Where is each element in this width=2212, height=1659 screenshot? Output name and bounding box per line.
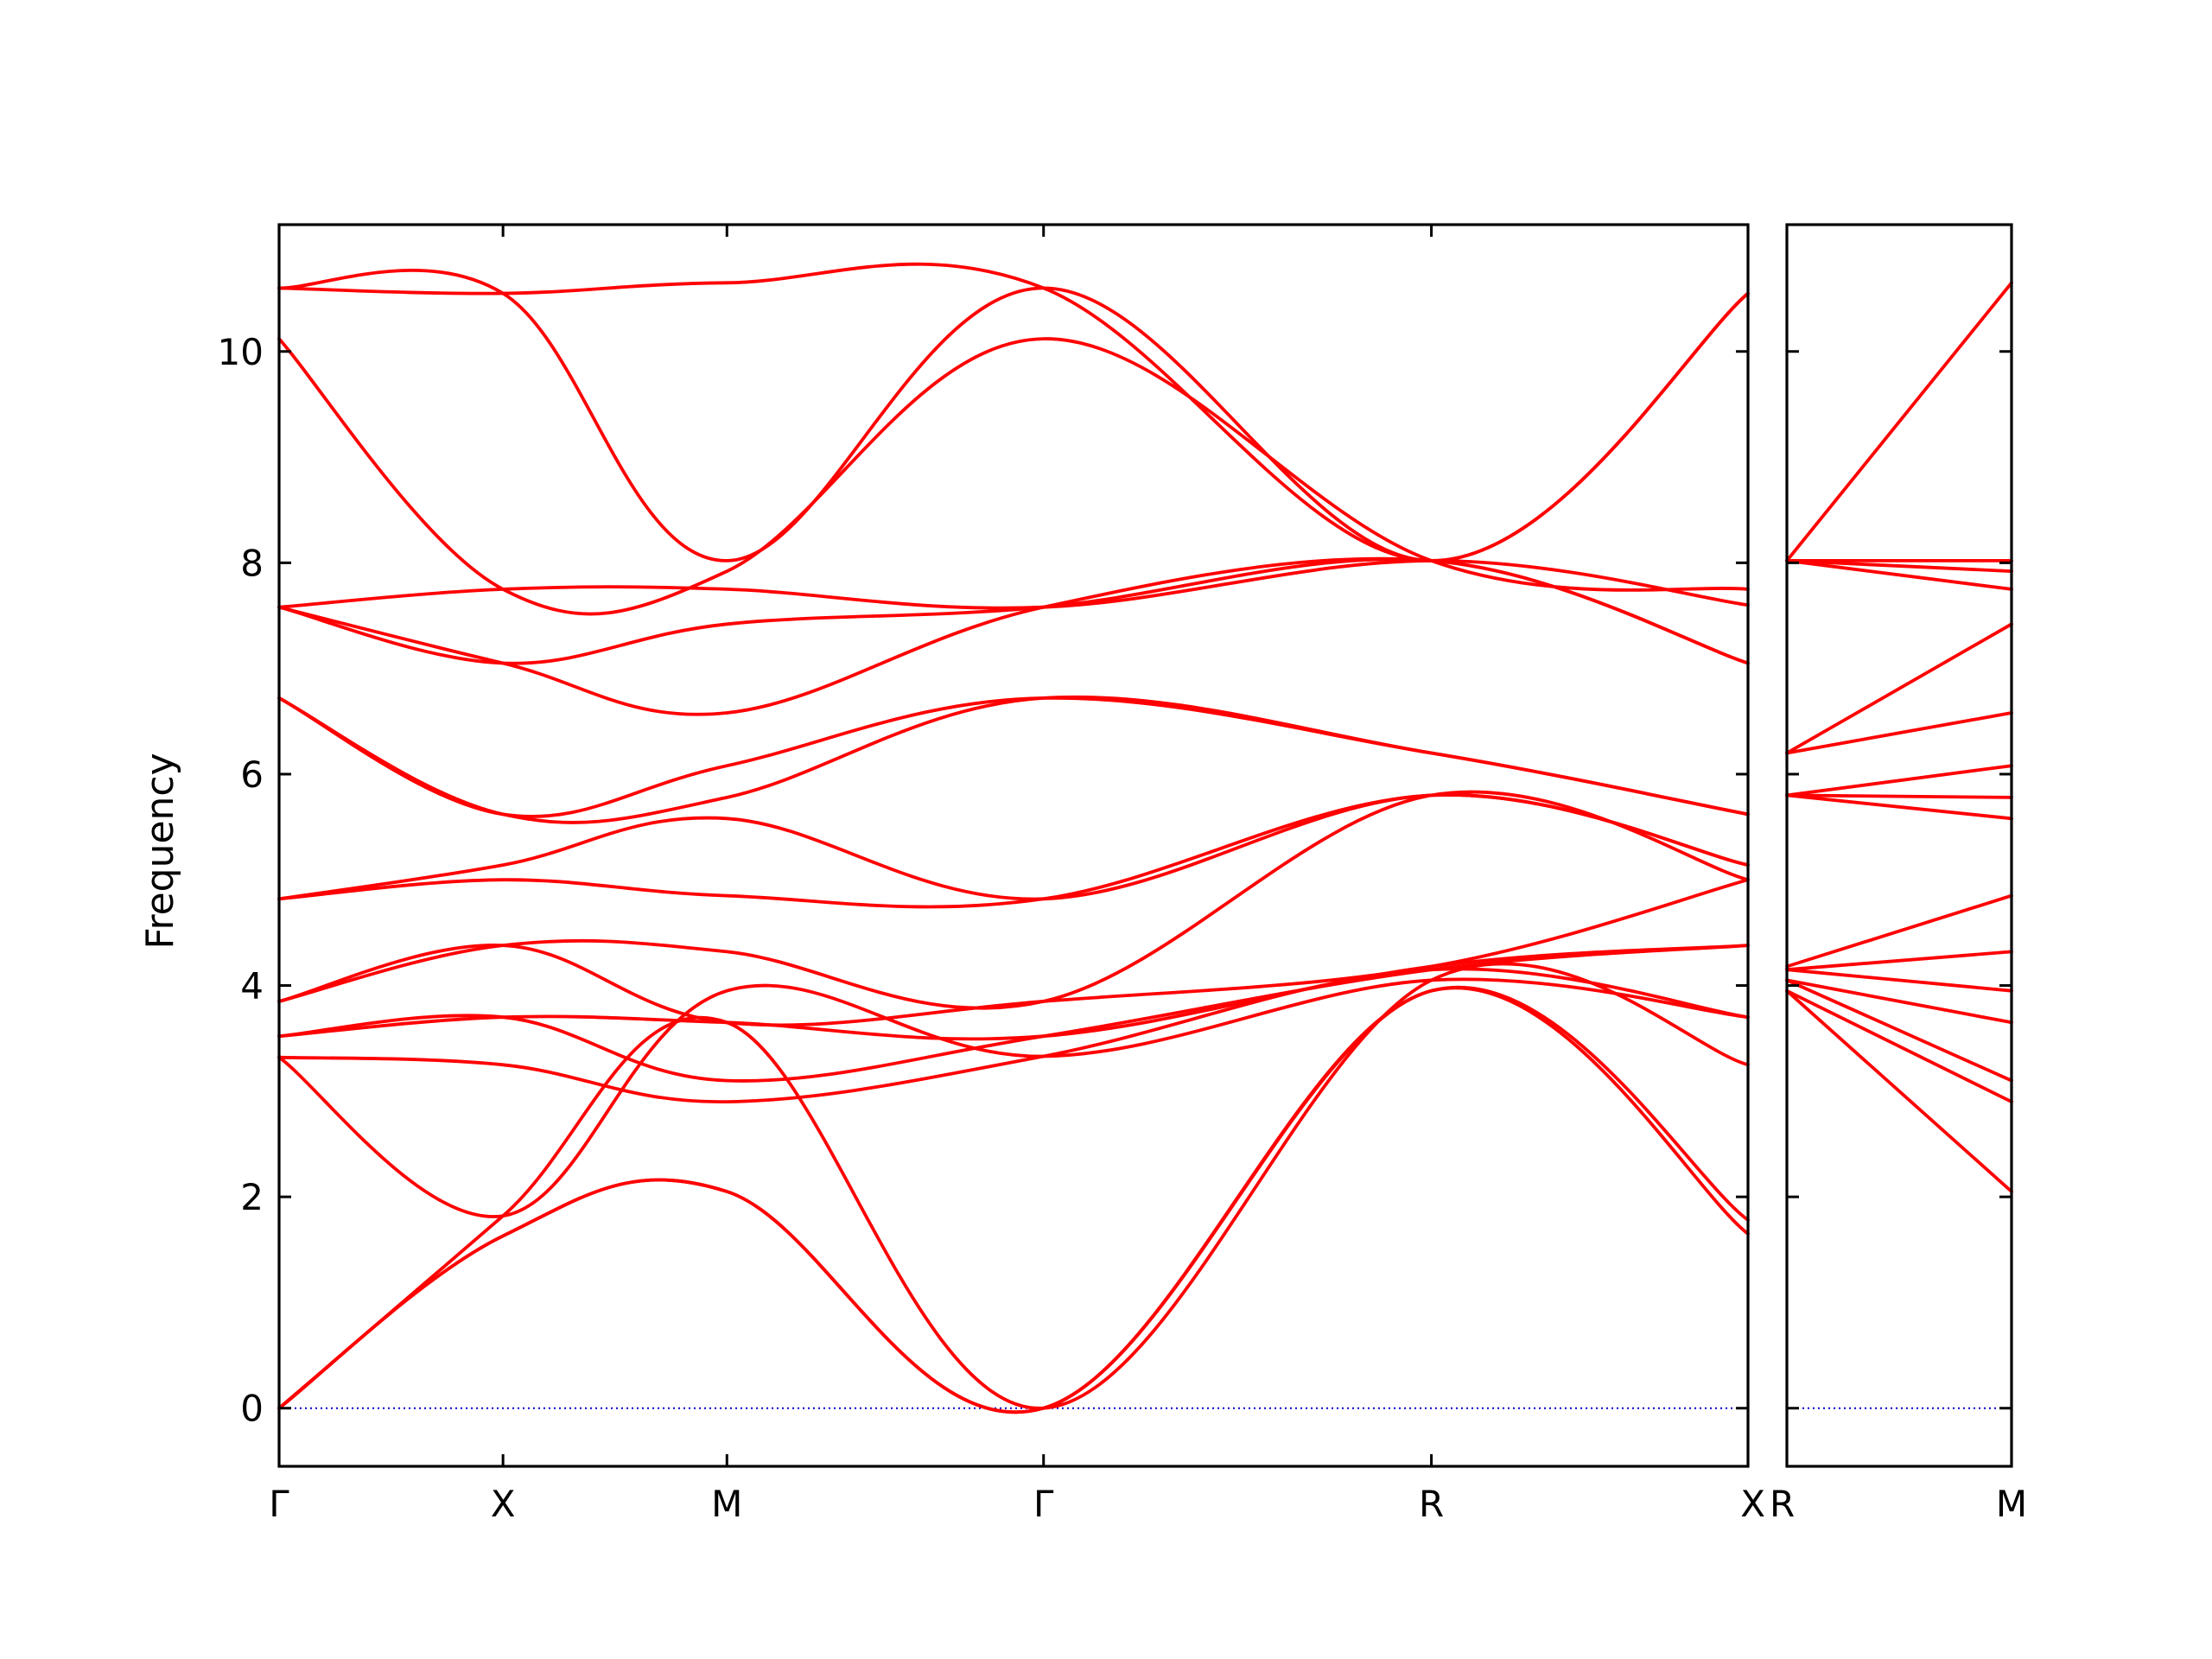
x-tick-label: R [1419,1483,1444,1525]
x-tick-label: M [711,1483,742,1525]
band-line-1-11 [277,793,1750,901]
band-line-1-9 [277,790,1750,1010]
band-line-1-16 [277,558,1750,610]
band-line-1-15 [277,557,1750,665]
y-tick-label: 8 [240,542,264,584]
x-tick-label: R [1770,1483,1795,1525]
band-line-2-13 [1785,559,2013,591]
band-line-2-14 [1785,559,2013,573]
band-line-1-10 [277,793,1750,909]
band-line-2-10 [1785,764,2013,798]
band-line-2-3 [1785,978,2013,1083]
plot-frame [1785,223,2013,1468]
band-line-2-12 [1785,622,2013,755]
x-tick-label: Γ [269,1483,289,1525]
band-line-1-19 [277,262,1750,563]
x-tick-label: X [491,1483,516,1525]
band-line-1-5 [277,967,1750,1104]
x-tick-label: M [1996,1483,2027,1525]
band-line-1-3 [277,962,1750,1410]
y-tick-label: 0 [240,1388,264,1430]
y-axis-label: Frequency [138,753,182,949]
band-line-1-17 [277,337,1750,616]
x-tick-label: Γ [1033,1483,1054,1525]
band-line-2-5 [1785,968,2013,993]
x-tick-label: X [1740,1483,1765,1525]
band-line-2-4 [1785,978,2013,1025]
band-line-2-2 [1785,988,2013,1103]
y-axis: 0 2 4 6 8 10 [218,331,264,1430]
band-line-2-8 [1785,793,2013,821]
y-tick-label: 4 [240,965,264,1007]
band-line-2-7 [1785,893,2013,969]
y-tick-label: 10 [218,331,264,373]
band-line-1-13 [277,696,1750,818]
band-line-1-1 [277,986,1750,1414]
band-line-1-2 [277,985,1750,1414]
band-line-2-11 [1785,711,2013,755]
band-line-1-7 [277,944,1750,1041]
band-line-2-6 [1785,950,2013,972]
y-tick-label: 2 [240,1176,264,1218]
y-tick-label: 6 [240,753,264,796]
band-line-2-9 [1785,793,2013,799]
band-line-2-1 [1785,988,2013,1193]
band-line-2-16 [1785,281,2013,563]
band-line-1-4 [277,977,1750,1218]
band-line-1-18 [277,268,1750,563]
plot-frame [277,223,1750,1468]
